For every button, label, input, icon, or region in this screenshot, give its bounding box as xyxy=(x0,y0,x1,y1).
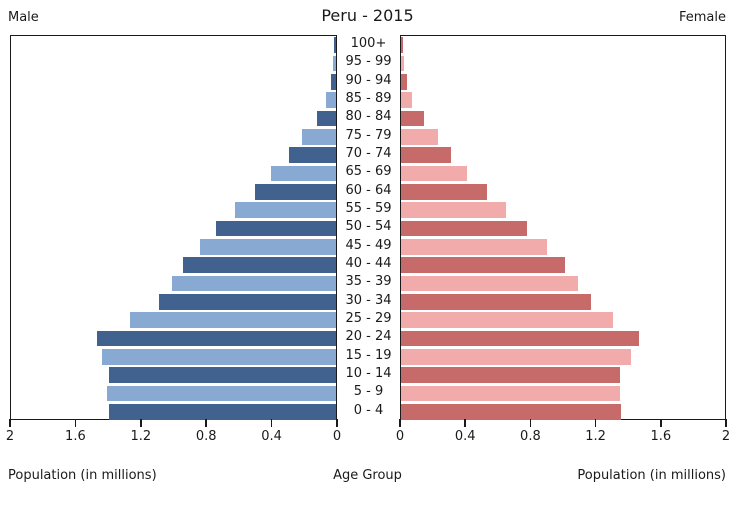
male-bar-5-9 xyxy=(106,385,336,402)
female-tick-0 xyxy=(399,419,401,427)
female-bar-80-84 xyxy=(401,110,424,127)
age-label-15-19: 15 - 19 xyxy=(345,347,392,363)
male-bar-65-69 xyxy=(271,165,336,182)
age-group-labels: 100+ 95 - 99 90 - 94 85 - 89 80 - 84 75 - 79 7… xyxy=(337,35,400,420)
female-bar-75-79 xyxy=(401,128,439,145)
male-bar-75-79 xyxy=(301,128,336,145)
age-label-55-59: 55 - 59 xyxy=(345,201,392,216)
male-bar-60-64 xyxy=(254,183,336,200)
male-bar-70-74 xyxy=(288,147,336,164)
female-tick-label-0: 0 xyxy=(395,429,405,444)
female-tick-2 xyxy=(725,419,727,427)
age-label-85-89: 85 - 89 xyxy=(345,91,392,106)
male-bar-95-99 xyxy=(332,55,336,72)
female-bar-85-89 xyxy=(401,92,413,109)
female-tick-label-2: 2 xyxy=(721,429,731,444)
male-bar-80-84 xyxy=(316,110,336,127)
age-label-30-34: 30 - 34 xyxy=(345,292,392,308)
male-bar-55-59 xyxy=(235,202,336,219)
female-bar-45-49 xyxy=(401,238,547,255)
age-label-10-14: 10 - 14 xyxy=(345,366,392,381)
female-bar-30-34 xyxy=(401,293,591,310)
age-label-70-74: 70 - 74 xyxy=(345,146,392,161)
male-bar-35-39 xyxy=(171,275,336,292)
age-label-35-39: 35 - 39 xyxy=(345,274,392,290)
female-bar-35-39 xyxy=(401,275,578,292)
male-tick-0 xyxy=(336,419,338,427)
age-label-25-29: 25 - 29 xyxy=(345,311,392,326)
age-label-80-84: 80 - 84 xyxy=(345,109,392,125)
male-tick-label-2: 2 xyxy=(5,429,15,444)
male-side-label: Male xyxy=(8,10,39,25)
male-bar-20-24 xyxy=(97,330,336,347)
male-bar-15-19 xyxy=(102,348,336,365)
male-tick-label-0.4: 0.4 xyxy=(261,429,282,444)
age-label-65-69: 65 - 69 xyxy=(345,164,392,180)
male-bar-40-44 xyxy=(183,257,336,274)
age-label-60-64: 60 - 64 xyxy=(345,182,392,198)
female-bar-15-19 xyxy=(401,348,632,365)
female-bar-10-14 xyxy=(401,367,620,384)
male-bar-10-14 xyxy=(108,367,336,384)
age-label-40-44: 40 - 44 xyxy=(345,256,392,271)
male-tick-1.2 xyxy=(140,419,142,427)
chart-title: Peru - 2015 xyxy=(321,6,414,25)
female-panel xyxy=(400,35,726,420)
male-bar-85-89 xyxy=(326,92,336,109)
female-bar-50-54 xyxy=(401,220,528,237)
male-bar-0-4 xyxy=(108,403,336,420)
female-bar-90-94 xyxy=(401,73,408,90)
female-bar-55-59 xyxy=(401,202,507,219)
male-tick-2 xyxy=(9,419,11,427)
female-tick-label-0.8: 0.8 xyxy=(520,429,541,444)
male-axis-title: Population (in millions) xyxy=(8,468,157,483)
female-tick-0.8 xyxy=(529,419,532,427)
male-bar-50-54 xyxy=(215,220,336,237)
female-tick-1.6 xyxy=(660,419,662,427)
female-bar-0-4 xyxy=(401,403,622,420)
age-label-20-24: 20 - 24 xyxy=(345,329,392,345)
female-tick-1.2 xyxy=(594,419,597,427)
female-tick-label-1.6: 1.6 xyxy=(650,429,672,444)
age-label-0-4: 0 - 4 xyxy=(353,402,384,418)
male-bar-45-49 xyxy=(199,238,336,255)
male-bar-25-29 xyxy=(129,312,336,329)
male-tick-0.4 xyxy=(270,419,273,427)
male-tick-0.8 xyxy=(205,419,207,427)
age-label-100plus: 100+ xyxy=(350,36,387,51)
male-bar-100plus xyxy=(334,37,336,54)
age-label-90-94: 90 - 94 xyxy=(345,72,392,88)
female-tick-label-0.4: 0.4 xyxy=(454,429,476,444)
female-bar-100plus xyxy=(401,37,403,54)
female-side-label: Female xyxy=(678,10,726,25)
male-bar-90-94 xyxy=(331,73,336,90)
age-group-axis-title: Age Group xyxy=(333,468,402,483)
male-bar-30-34 xyxy=(158,293,336,310)
female-bar-20-24 xyxy=(401,330,640,347)
male-tick-1.6 xyxy=(74,419,77,427)
age-label-50-54: 50 - 54 xyxy=(345,219,392,235)
age-label-45-49: 45 - 49 xyxy=(345,237,392,253)
age-label-75-79: 75 - 79 xyxy=(345,127,392,143)
male-tick-label-1.6: 1.6 xyxy=(65,429,86,444)
female-axis-title: Population (in millions) xyxy=(577,468,726,483)
female-bar-70-74 xyxy=(401,147,452,164)
male-tick-label-0.8: 0.8 xyxy=(195,429,217,444)
female-bar-5-9 xyxy=(401,385,620,402)
male-tick-label-1.2: 1.2 xyxy=(130,429,152,444)
age-label-95-99: 95 - 99 xyxy=(345,54,392,70)
female-bar-40-44 xyxy=(401,257,565,274)
female-bar-95-99 xyxy=(401,55,405,72)
age-label-5-9: 5 - 9 xyxy=(353,384,384,400)
female-bar-60-64 xyxy=(401,183,487,200)
male-panel xyxy=(10,35,337,420)
female-bar-65-69 xyxy=(401,165,468,182)
female-bar-25-29 xyxy=(401,312,614,329)
female-tick-0.4 xyxy=(464,419,466,427)
male-tick-label-0: 0 xyxy=(332,429,342,444)
female-tick-label-1.2: 1.2 xyxy=(585,429,606,444)
